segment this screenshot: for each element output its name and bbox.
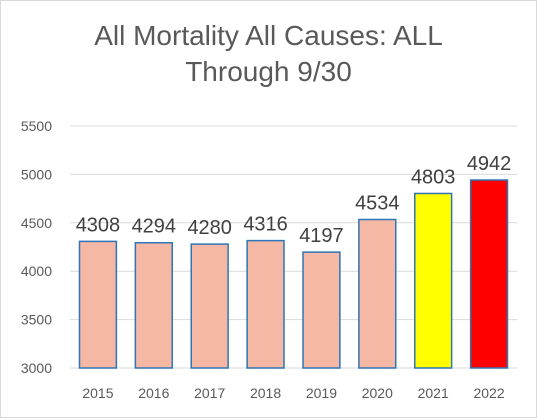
bar: [134, 241, 174, 369]
x-tick-label: 2018: [250, 385, 281, 401]
x-tick-label: 2020: [362, 385, 393, 401]
chart-title-line-2: Through 9/30: [185, 56, 352, 87]
bar: [413, 192, 453, 369]
x-tick-label: 2019: [306, 385, 337, 401]
x-tick-label: 2015: [82, 385, 113, 401]
data-label: 4803: [411, 166, 456, 188]
data-label: 4294: [132, 216, 177, 238]
x-tick-label: 2017: [194, 385, 225, 401]
data-label: 4197: [299, 225, 344, 247]
y-tick-label: 3000: [21, 360, 52, 376]
bar: [190, 243, 229, 369]
data-label: 4942: [467, 153, 512, 175]
bar: [469, 179, 509, 369]
bar: [246, 239, 285, 369]
x-tick-label: 2016: [138, 385, 169, 401]
y-tick-label: 4000: [21, 263, 52, 279]
bar: [358, 218, 397, 369]
bar: [302, 251, 341, 369]
data-label: 4316: [243, 214, 288, 236]
y-tick-label: 4500: [21, 215, 52, 231]
y-tick-label: 5500: [21, 118, 52, 134]
bar: [78, 240, 118, 369]
x-tick-label: 2021: [418, 385, 449, 401]
chart-title: All Mortality All Causes: ALL Through 9/…: [0, 18, 537, 90]
x-tick-label: 2022: [473, 385, 504, 401]
data-label: 4308: [76, 214, 121, 236]
data-label: 4280: [187, 217, 232, 239]
data-label: 4534: [355, 193, 400, 215]
chart-title-line-1: All Mortality All Causes: ALL: [94, 20, 443, 51]
y-tick-label: 3500: [21, 312, 52, 328]
y-tick-label: 5000: [21, 166, 52, 182]
